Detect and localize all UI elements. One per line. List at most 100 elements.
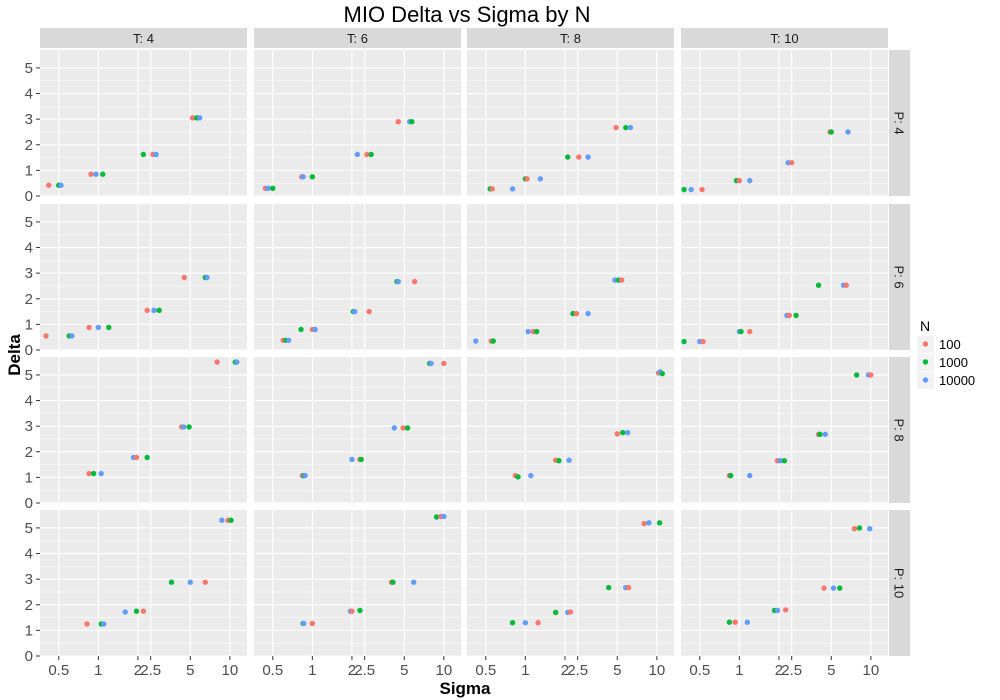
panel-background	[681, 204, 888, 350]
panel-background	[40, 50, 247, 196]
data-point-n100	[214, 359, 220, 365]
x-tick-label: 5	[186, 662, 194, 679]
data-point-n100	[524, 176, 530, 182]
x-tick-label: 1	[735, 662, 743, 679]
data-point-n1000	[509, 620, 516, 626]
data-point-n100	[625, 584, 632, 591]
column-strip	[254, 28, 461, 48]
panel-background	[254, 357, 461, 503]
data-point-n100	[843, 282, 849, 288]
x-tick-label: 5	[827, 662, 835, 679]
data-point-n100	[614, 431, 620, 437]
data-point-n10000	[845, 129, 851, 135]
data-point-n10000	[349, 456, 355, 463]
panel-background	[467, 50, 674, 196]
data-point-n100	[699, 186, 705, 193]
data-point-n10000	[219, 517, 225, 523]
data-point-n1000	[681, 186, 687, 193]
data-point-n1000	[90, 470, 97, 477]
data-point-n100	[641, 520, 647, 527]
panel-background	[254, 510, 461, 656]
data-point-n10000	[312, 326, 318, 333]
facet-panel	[681, 50, 888, 197]
panel-background	[467, 204, 674, 350]
data-point-n100	[366, 308, 372, 315]
data-point-n100	[189, 115, 196, 121]
data-point-n1000	[368, 151, 374, 158]
facet-panel	[681, 357, 888, 504]
data-point-n10000	[285, 337, 292, 343]
x-tick-label: 10	[863, 662, 880, 679]
data-point-n100	[736, 177, 743, 184]
data-point-n10000	[204, 274, 210, 281]
data-point-n1000	[106, 324, 112, 331]
column-strip	[467, 28, 674, 48]
data-point-n10000	[58, 182, 64, 188]
data-point-n10000	[441, 513, 447, 520]
data-point-n10000	[301, 620, 307, 627]
data-point-n1000	[515, 474, 521, 480]
x-tick-label: 2.5	[781, 662, 802, 679]
facet-panel	[254, 50, 461, 197]
data-point-n100	[567, 609, 574, 615]
column-strip-label: T: 6	[347, 31, 368, 46]
data-point-n100	[747, 328, 753, 335]
data-point-n10000	[777, 458, 784, 464]
data-point-n1000	[659, 370, 666, 377]
facet-panel	[467, 357, 674, 504]
data-point-n10000	[93, 171, 99, 177]
legend-title: N	[920, 318, 930, 334]
data-point-n1000	[309, 174, 316, 180]
x-tick-label: 2	[775, 662, 783, 679]
data-point-n1000	[793, 312, 799, 319]
data-point-n10000	[197, 115, 203, 121]
data-point-n100	[573, 310, 580, 317]
data-point-n1000	[605, 584, 612, 591]
data-point-n10000	[744, 619, 751, 625]
data-point-n1000	[620, 429, 626, 436]
panel-background	[40, 357, 247, 503]
data-point-n10000	[391, 425, 398, 431]
data-point-n100	[86, 324, 92, 331]
data-point-n100	[88, 171, 94, 177]
data-point-n1000	[738, 328, 744, 335]
legend-key-10000	[922, 377, 929, 383]
x-tick-label: 1	[308, 662, 316, 679]
facet-panel	[254, 204, 461, 351]
data-point-n1000	[853, 372, 860, 378]
data-point-n100	[86, 470, 92, 477]
y-tick-label: 5	[25, 214, 33, 231]
x-tick-label: 5	[613, 662, 621, 679]
y-tick-label: 1	[25, 622, 33, 639]
x-tick-label: 10	[436, 662, 453, 679]
data-point-n100	[46, 182, 52, 188]
y-tick-label: 1	[25, 162, 33, 179]
row-strip-label: P: 4	[892, 111, 907, 134]
data-point-n1000	[133, 608, 140, 614]
data-point-n100	[144, 307, 150, 313]
data-point-n1000	[656, 520, 663, 526]
data-point-n100	[202, 579, 208, 585]
x-tick-label: 0.5	[689, 662, 710, 679]
y-tick-label: 4	[25, 240, 33, 257]
x-tick-label: 1	[521, 662, 529, 679]
facet-panel	[254, 357, 461, 504]
data-point-n100	[821, 585, 827, 591]
data-point-n100	[576, 154, 582, 160]
column-strip	[40, 28, 247, 48]
data-point-n1000	[409, 119, 415, 125]
data-point-n100	[732, 619, 738, 625]
row-strip	[889, 50, 910, 196]
row-strip-label: P: 6	[892, 265, 907, 288]
facet-panel	[40, 204, 247, 351]
data-point-n10000	[354, 151, 361, 158]
data-point-n10000	[566, 457, 572, 463]
data-point-n1000	[144, 454, 150, 461]
panel-background	[40, 510, 247, 656]
data-point-n1000	[828, 129, 834, 135]
data-point-n1000	[565, 154, 571, 160]
data-point-n10000	[822, 431, 828, 438]
row-strip-label: P: 10	[892, 568, 907, 598]
column-strip-label: T: 10	[770, 31, 798, 46]
